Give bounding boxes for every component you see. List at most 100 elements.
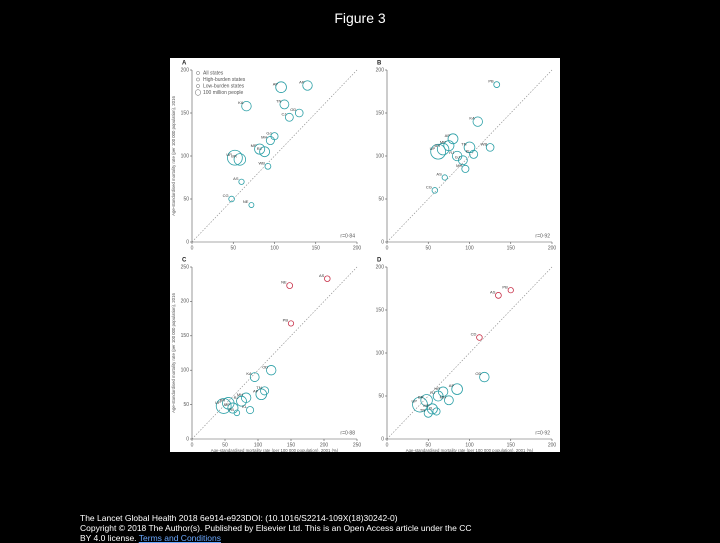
y-tick-label: 0 (186, 436, 189, 442)
point (436, 142, 450, 156)
y-tick-label: 0 (381, 239, 384, 245)
point-label: NE (243, 199, 249, 204)
point-label: PB (488, 79, 494, 84)
footer: The Lancet Global Health 2018 6e914-e923… (80, 513, 471, 543)
point (264, 162, 272, 170)
x-tick-label: 0 (191, 442, 194, 448)
point-label: KL (466, 148, 472, 153)
legend-label: 100 million people (203, 90, 244, 96)
panel-letter: A (182, 61, 187, 67)
point-label: RJ (234, 395, 239, 400)
point-label: GJ (455, 154, 460, 159)
y-tick-label: 150 (376, 110, 385, 116)
x-tick-label: 100 (465, 245, 474, 251)
point (259, 146, 270, 158)
point-label: BR (418, 394, 424, 399)
point-label: CG (426, 184, 432, 189)
point (287, 320, 295, 327)
x-tick-label: 200 (548, 442, 557, 448)
point-label: AP (253, 388, 259, 393)
point (472, 116, 483, 127)
panel-letter: B (377, 61, 382, 67)
point (485, 143, 495, 152)
license-line: BY 4.0 license. Terms and Conditions (80, 533, 471, 543)
point-label: CJ (281, 111, 286, 116)
x-tick-label: 200 (320, 442, 329, 448)
annotation: r=0·84 (340, 233, 355, 239)
point-label: CG (223, 193, 229, 198)
point-label: MP (423, 403, 429, 408)
x-tick-label: 0 (386, 245, 389, 251)
point-label: UP (430, 146, 436, 151)
legend-symbol (196, 71, 200, 75)
figure: A0 50 100 150 200050100150200Age-standardise… (170, 58, 560, 452)
point (469, 149, 479, 159)
point-label: UP (215, 400, 221, 405)
y-tick-label: 150 (181, 333, 190, 339)
x-tick-label: 150 (507, 442, 516, 448)
x-tick-label: 150 (287, 442, 296, 448)
point-label: KL (242, 404, 248, 409)
x-tick-label: 100 (465, 442, 474, 448)
y-tick-label: 50 (378, 393, 384, 399)
point (431, 187, 439, 194)
point-label: AS (490, 289, 496, 294)
point (432, 407, 441, 416)
point (458, 155, 468, 166)
identity-line (191, 69, 358, 243)
point (249, 372, 260, 382)
point-label: RJ (257, 146, 262, 151)
citation: The Lancet Global Health 2018 6e914-e923… (80, 513, 398, 523)
point (476, 334, 483, 341)
x-tick-label: 0 (191, 245, 194, 251)
point-label: RJ (449, 150, 454, 155)
point-label: UP (226, 152, 232, 157)
point-label: AS (233, 176, 239, 181)
point (233, 409, 241, 417)
point-label: WB (481, 141, 488, 146)
annotation: r=0·88 (340, 430, 355, 436)
point (324, 275, 331, 282)
point-label: MP (224, 402, 230, 407)
x-tick-label: 100 (254, 442, 263, 448)
annotation: r=0·92 (535, 430, 550, 436)
terms-link[interactable]: Terms and Conditions (138, 533, 221, 543)
point (461, 164, 470, 173)
point-label: AP (449, 383, 455, 388)
point-label: HR (434, 386, 440, 391)
point-label: WB (258, 160, 265, 165)
y-tick-label: 200 (181, 299, 190, 305)
point (420, 394, 433, 407)
y-tick-label: 250 (181, 264, 190, 270)
x-tick-label: 250 (353, 442, 362, 448)
point (279, 99, 290, 110)
x-tick-label: 50 (425, 245, 431, 251)
point-label: AS (436, 172, 442, 177)
point-label: MH (261, 135, 267, 140)
legend-symbol (196, 77, 200, 82)
point-label: KA (246, 371, 252, 376)
point-label: PB (229, 407, 235, 412)
point (238, 178, 245, 185)
point (430, 143, 446, 160)
point-label: BR (435, 143, 441, 148)
y-tick-label: 50 (183, 196, 189, 202)
point-label: TN (256, 385, 261, 390)
point (227, 402, 239, 414)
point-label: MH (237, 392, 243, 397)
point (507, 287, 514, 294)
y-tick-label: 0 (381, 436, 384, 442)
point-label: PB (502, 284, 508, 289)
point (294, 108, 304, 118)
y-tick-label: 50 (183, 402, 189, 408)
x-tick-label: 50 (425, 442, 431, 448)
point (240, 392, 252, 403)
point (495, 292, 502, 299)
x-tick-label: 150 (507, 245, 516, 251)
point-label: KL (429, 406, 435, 411)
slide-title: Figure 3 (334, 10, 386, 26)
point-label: GJ (266, 130, 271, 135)
point (286, 282, 294, 289)
